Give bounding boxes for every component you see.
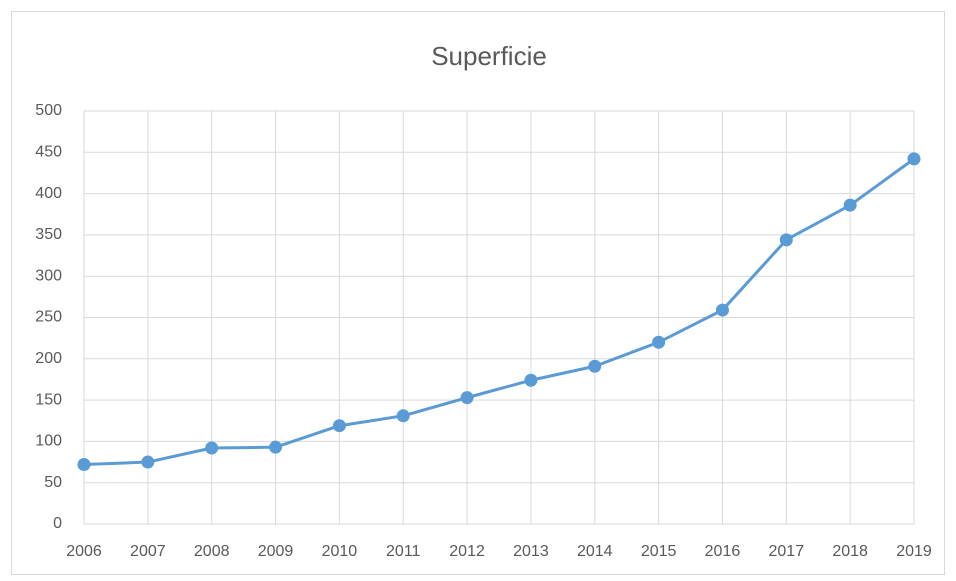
y-tick-label: 350 [35,226,62,243]
data-point [460,391,474,405]
data-point [715,303,729,317]
x-tick-label: 2012 [449,543,485,560]
x-tick-label: 2015 [641,543,677,560]
y-tick-label: 50 [44,474,62,491]
x-tick-label: 2006 [66,543,102,560]
x-tick-label: 2018 [832,543,868,560]
y-tick-label: 450 [35,144,62,161]
x-tick-label: 2016 [705,543,741,560]
y-tick-label: 400 [35,185,62,202]
x-tick-label: 2008 [194,543,230,560]
y-tick-label: 200 [35,350,62,367]
data-point [141,455,155,469]
x-tick-label: 2017 [769,543,805,560]
y-tick-label: 500 [35,102,62,119]
data-point [779,233,793,247]
y-tick-label: 0 [53,515,62,532]
x-tick-label: 2019 [896,543,932,560]
y-tick-label: 100 [35,433,62,450]
x-tick-label: 2014 [577,543,613,560]
data-point [205,441,219,455]
data-point [907,152,921,166]
x-tick-label: 2013 [513,543,549,560]
data-point [843,198,857,212]
x-tick-label: 2009 [258,543,294,560]
data-point [77,458,91,472]
data-point [396,409,410,423]
data-line [83,157,915,467]
x-tick-label: 2010 [322,543,358,560]
data-point [332,419,346,433]
data-point [588,359,602,373]
y-tick-label: 250 [35,309,62,326]
x-tick-label: 2011 [386,543,421,560]
y-tick-label: 300 [35,267,62,284]
x-tick-label: 2007 [130,543,166,560]
y-tick-label: 150 [35,391,62,408]
data-point [269,440,283,454]
data-point [652,335,666,349]
data-point [524,373,538,387]
chart-border [11,11,945,575]
chart-title: Superficie [431,41,547,71]
